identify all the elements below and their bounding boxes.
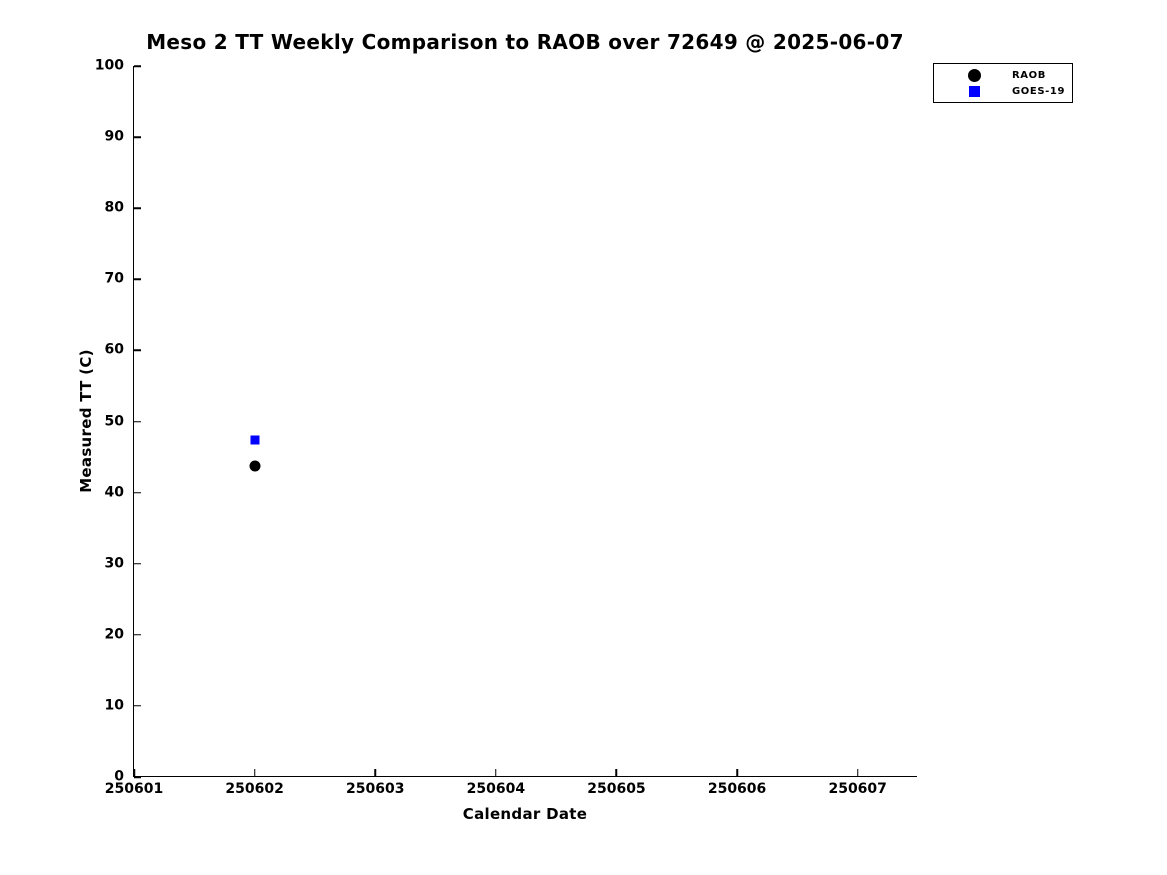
x-tick-label: 250603: [345, 781, 405, 797]
legend-entry-goes-19: GOES-19: [934, 83, 1072, 99]
x-tick-mark: [495, 769, 497, 776]
legend-label: RAOB: [1012, 69, 1046, 81]
x-tick-mark: [856, 769, 859, 776]
data-point-raob: [249, 460, 261, 472]
y-tick-label: 20: [104, 626, 124, 643]
y-tick-mark: [134, 65, 141, 67]
y-tick-mark: [134, 136, 141, 138]
x-tick-label: 250604: [466, 781, 526, 797]
y-tick-mark: [134, 278, 141, 281]
legend-marker-cell: [967, 85, 981, 97]
y-tick-label: 30: [104, 555, 124, 572]
x-tick-label: 250607: [828, 781, 887, 797]
plot-area: 0 10 20 30 40 50 60 70 80 90 100 250601 250602 250603…: [95, 59, 917, 796]
y-tick-label: 60: [104, 342, 124, 359]
y-tick-mark: [134, 491, 141, 494]
y-tick-label: 40: [104, 484, 124, 501]
x-tick-label: 250605: [587, 781, 646, 797]
raob-marker-icon: [967, 68, 981, 82]
y-tick-mark: [134, 420, 141, 423]
y-tick-mark: [134, 634, 141, 636]
x-tick-mark: [133, 769, 135, 776]
y-tick-mark: [134, 349, 141, 352]
legend: RAOB GOES-19: [933, 63, 1073, 103]
y-tick-mark: [134, 705, 141, 707]
legend-entry-raob: RAOB: [934, 67, 1072, 83]
chart-title: Meso 2 TT Weekly Comparison to RAOB over…: [146, 30, 904, 54]
x-tick-label: 250606: [707, 781, 767, 797]
y-tick-label: 0: [114, 768, 124, 785]
legend-label: GOES-19: [1012, 85, 1066, 97]
goes-19-marker-icon: [968, 85, 980, 97]
y-tick-mark: [134, 207, 141, 209]
x-tick-mark: [736, 769, 738, 776]
x-tick-label: 250602: [225, 781, 284, 797]
x-tick-mark: [374, 769, 376, 776]
y-axis-label: Measured TT (C): [77, 349, 95, 493]
y-tick-label: 10: [104, 697, 124, 714]
y-tick-mark: [134, 562, 141, 565]
x-tick-label: 250601: [104, 781, 164, 797]
y-tick-label: 100: [94, 57, 124, 74]
x-tick-mark: [615, 769, 618, 776]
data-point-goes-19: [250, 435, 260, 445]
x-axis-label: Calendar Date: [462, 805, 588, 823]
y-tick-label: 80: [104, 199, 124, 216]
legend-marker-cell: [967, 68, 981, 82]
y-tick-mark: [134, 776, 141, 778]
y-tick-label: 90: [104, 128, 124, 145]
x-tick-mark: [253, 769, 256, 776]
y-tick-label: 70: [104, 271, 124, 288]
y-tick-label: 50: [104, 413, 124, 430]
